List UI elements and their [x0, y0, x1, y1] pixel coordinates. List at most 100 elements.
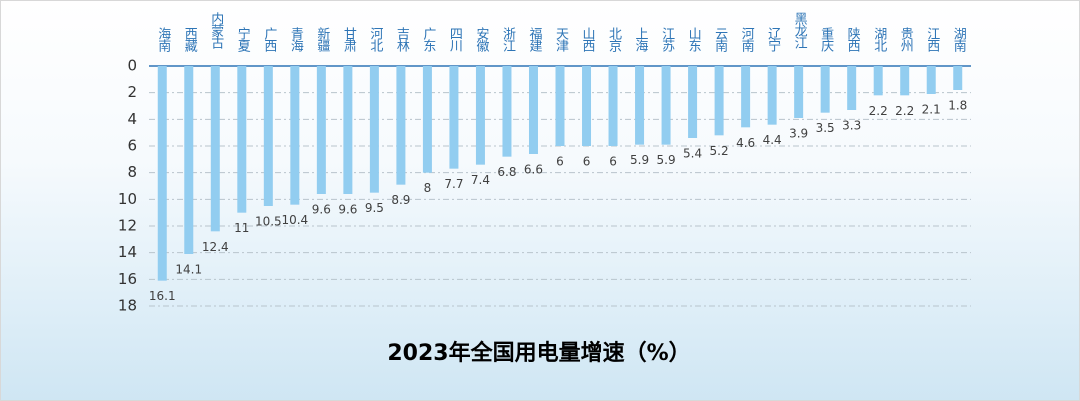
value-label: 7.7 — [444, 177, 463, 191]
value-label: 6 — [609, 155, 617, 169]
value-label: 9.5 — [365, 201, 384, 215]
x-tick-label: 安徽 — [473, 27, 489, 51]
value-label: 7.4 — [471, 173, 490, 187]
value-label: 4.4 — [763, 133, 782, 147]
x-tick-label: 湖南 — [950, 27, 966, 51]
bar — [794, 66, 804, 118]
bar — [475, 66, 485, 165]
bar — [688, 66, 698, 138]
bar — [767, 66, 777, 125]
bar — [316, 66, 326, 194]
y-tick-label: 0 — [127, 57, 137, 75]
bar — [184, 66, 194, 254]
x-tick-label: 江苏 — [659, 27, 675, 51]
bar — [449, 66, 459, 169]
bar — [582, 66, 592, 146]
bar — [343, 66, 353, 194]
bar — [422, 66, 432, 173]
x-tick-label: 西藏 — [181, 27, 197, 51]
x-tick-label: 辽宁 — [765, 27, 781, 51]
bar — [873, 66, 883, 96]
y-tick-label: 12 — [118, 217, 137, 235]
value-label: 1.8 — [948, 99, 967, 113]
y-tick-label: 2 — [127, 83, 137, 101]
bar — [502, 66, 512, 157]
value-label: 6 — [556, 155, 564, 169]
bar — [210, 66, 220, 232]
y-tick-label: 14 — [118, 243, 137, 261]
bar — [290, 66, 300, 205]
value-label: 2.2 — [895, 104, 914, 118]
y-tick-label: 4 — [127, 110, 137, 128]
x-tick-label: 内蒙古 — [208, 12, 224, 48]
x-tick-label: 贵州 — [897, 27, 913, 51]
value-label: 2.2 — [869, 104, 888, 118]
y-tick-label: 6 — [127, 137, 137, 155]
bar — [820, 66, 830, 113]
bar — [741, 66, 751, 128]
x-tick-label: 湖北 — [871, 27, 887, 51]
value-label: 10.5 — [255, 215, 282, 229]
x-tick-label: 天津 — [553, 27, 568, 51]
x-tick-label: 海南 — [155, 27, 171, 51]
value-label: 8.9 — [391, 193, 410, 207]
value-label: 6 — [583, 155, 591, 169]
x-tick-label: 浙江 — [499, 27, 515, 51]
y-tick-label: 16 — [118, 270, 137, 288]
bar — [608, 66, 618, 146]
value-label: 6.6 — [524, 163, 543, 177]
value-label: 2.1 — [922, 103, 941, 117]
x-tick-label: 宁夏 — [234, 27, 250, 51]
x-tick-label: 新疆 — [314, 27, 330, 51]
bar — [157, 66, 167, 281]
bar — [714, 66, 724, 136]
x-tick-label: 广西 — [261, 27, 277, 51]
value-label: 5.9 — [657, 153, 676, 167]
x-tick-label: 山东 — [685, 27, 701, 51]
value-label: 4.6 — [736, 136, 755, 150]
bar — [396, 66, 406, 185]
value-label: 11 — [234, 221, 249, 235]
value-label: 14.1 — [175, 263, 202, 277]
bar — [953, 66, 963, 90]
bar — [263, 66, 273, 206]
x-tick-label: 云南 — [712, 27, 728, 51]
bar — [900, 66, 910, 96]
value-label: 16.1 — [149, 289, 176, 303]
y-tick-label: 8 — [127, 163, 137, 181]
x-tick-label: 福建 — [526, 27, 542, 51]
x-tick-label: 广东 — [420, 27, 436, 51]
bar — [926, 66, 936, 94]
x-tick-label: 江西 — [924, 27, 940, 51]
value-label: 5.2 — [710, 144, 729, 158]
x-tick-label: 河南 — [738, 27, 754, 51]
value-label: 9.6 — [312, 203, 331, 217]
bar — [847, 66, 857, 110]
x-tick-label: 四川 — [446, 27, 462, 51]
y-tick-label: 10 — [118, 190, 137, 208]
value-label: 3.5 — [816, 121, 835, 135]
bar — [661, 66, 671, 145]
x-tick-label: 甘肃 — [340, 27, 356, 51]
value-label: 10.4 — [281, 213, 308, 227]
x-tick-label: 上海 — [632, 27, 648, 51]
y-tick-label: 18 — [118, 297, 137, 315]
x-tick-label: 山西 — [579, 27, 595, 51]
chart-title: 2023年全国用电量增速（%） — [387, 340, 690, 366]
value-label: 8 — [424, 181, 432, 195]
bar — [528, 66, 538, 154]
x-tick-label: 黑龙江 — [791, 12, 807, 48]
value-label: 3.9 — [789, 127, 808, 141]
x-tick-label: 北京 — [606, 27, 622, 51]
x-tick-label: 吉林 — [393, 27, 409, 51]
value-label: 5.9 — [630, 153, 649, 167]
bar — [635, 66, 645, 145]
value-label: 5.4 — [683, 147, 702, 161]
x-tick-label: 重庆 — [818, 27, 834, 51]
value-label: 3.3 — [842, 119, 861, 133]
bar — [237, 66, 247, 213]
value-label: 12.4 — [202, 240, 229, 254]
x-tick-label: 河北 — [367, 27, 383, 51]
